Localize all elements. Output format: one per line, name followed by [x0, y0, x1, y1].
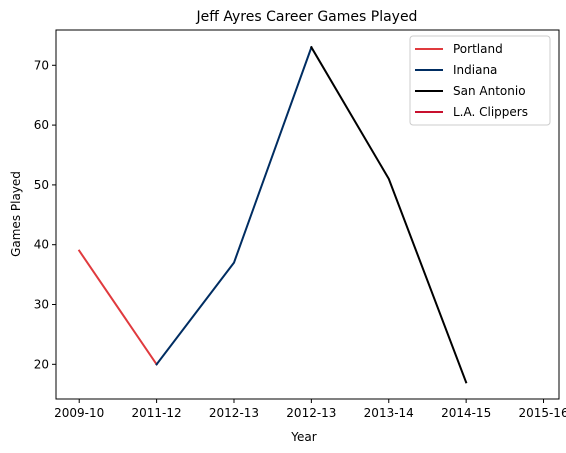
x-tick-label-6: 2015-16 — [518, 406, 566, 420]
x-tick-label-2: 2012-13 — [209, 406, 259, 420]
x-axis: 2009-10 2011-12 2012-13 2012-13 2013-14 2014-… — [54, 399, 566, 420]
x-tick-label-1: 2011-12 — [132, 406, 182, 420]
y-tick-label-2: 40 — [34, 238, 49, 252]
chart-title: Jeff Ayres Career Games Played — [196, 9, 418, 25]
y-axis-label: Games Played — [9, 171, 23, 257]
y-tick-label-1: 30 — [34, 298, 49, 312]
y-tick-label-4: 60 — [34, 118, 49, 132]
y-axis: 20 30 40 50 60 70 — [34, 58, 56, 371]
x-tick-label-0: 2009-10 — [54, 406, 104, 420]
y-tick-label-5: 70 — [34, 58, 49, 72]
series-line-0 — [77, 249, 158, 366]
x-tick-label-5: 2014-15 — [441, 406, 491, 420]
y-tick-label-0: 20 — [34, 357, 49, 371]
legend: Portland Indiana San Antonio L.A. Clippers — [409, 35, 551, 126]
x-tick-label-3: 2012-13 — [286, 406, 336, 420]
x-tick-label-4: 2013-14 — [364, 406, 414, 420]
legend-label-0: Portland — [453, 42, 503, 56]
series-line-2 — [310, 45, 468, 384]
legend-label-2: San Antonio — [453, 84, 526, 98]
x-axis-label: Year — [290, 430, 316, 444]
legend-box — [409, 35, 551, 126]
legend-label-3: L.A. Clippers — [453, 105, 528, 119]
plot-area — [55, 29, 560, 400]
legend-label-1: Indiana — [453, 63, 497, 77]
series-line-1 — [155, 46, 313, 366]
y-tick-label-3: 50 — [34, 178, 49, 192]
series-layer — [77, 45, 468, 384]
